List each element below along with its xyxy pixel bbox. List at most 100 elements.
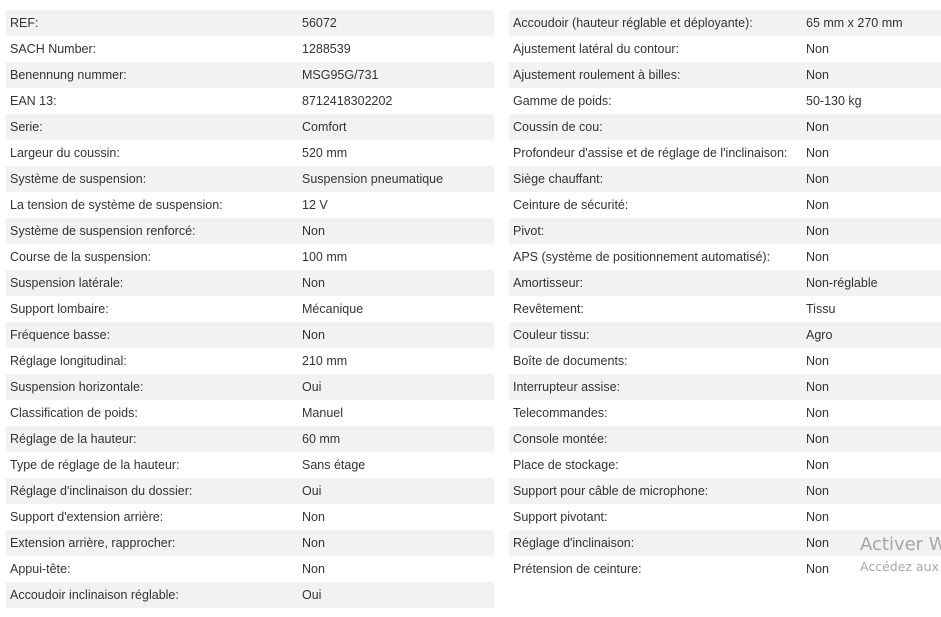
spec-row: Revêtement: Tissu (509, 296, 941, 322)
spec-value: Non (806, 510, 829, 524)
spec-row: Support d'extension arrière: Non (6, 504, 494, 530)
spec-row: Système de suspension: Suspension pneumat… (6, 166, 494, 192)
spec-value: 210 mm (302, 354, 348, 368)
spec-value: Non (806, 172, 829, 186)
spec-label: Siège chauffant: (513, 172, 604, 186)
spec-label: Benennung nummer: (10, 68, 127, 82)
spec-row: Support lombaire: Mécanique (6, 296, 494, 322)
spec-label: Type de réglage de la hauteur: (10, 458, 180, 472)
spec-value: Non (806, 198, 829, 212)
spec-label: Extension arrière, rapprocher: (10, 536, 176, 550)
spec-label: APS (système de positionnement automatis… (513, 250, 771, 264)
spec-value: 8712418302202 (302, 94, 393, 108)
spec-row: Serie: Comfort (6, 114, 494, 140)
spec-label: Interrupteur assise: (513, 380, 620, 394)
spec-value: 50-130 kg (806, 94, 862, 108)
spec-label: Système de suspension: (10, 172, 147, 186)
spec-row: Profondeur d'assise et de réglage de l'i… (509, 140, 941, 166)
spec-value: Non (806, 432, 829, 446)
spec-label: Console montée: (513, 432, 608, 446)
spec-row: Couleur tissu: Agro (509, 322, 941, 348)
spec-label: Support pour câble de microphone: (513, 484, 709, 498)
windows-activation-watermark-title: Activer W (860, 534, 941, 555)
spec-label: REF: (10, 16, 39, 30)
spec-row: Fréquence basse: Non (6, 322, 494, 348)
spec-value: 56072 (302, 16, 337, 30)
spec-row: Réglage d'inclinaison: Non (509, 530, 941, 556)
spec-label: Fréquence basse: (10, 328, 111, 342)
spec-row: Ceinture de sécurité: Non (509, 192, 941, 218)
specs-table-left: REF: 56072 SACH Number: 1288539 Benennung nu… (6, 10, 494, 608)
spec-value: Suspension pneumatique (302, 172, 444, 186)
spec-label: Telecommandes: (513, 406, 608, 420)
spec-label: Profondeur d'assise et de réglage de l'i… (513, 146, 788, 160)
windows-activation-watermark-subtitle: Accédez aux (860, 559, 939, 574)
spec-label: Classification de poids: (10, 406, 138, 420)
spec-value: 65 mm x 270 mm (806, 16, 903, 30)
spec-value: Non (806, 120, 829, 134)
spec-value: Sans étage (302, 458, 366, 472)
spec-row: REF: 56072 (6, 10, 494, 36)
spec-row: Suspension horizontale: Oui (6, 374, 494, 400)
spec-value: Oui (302, 484, 322, 498)
spec-row: Prétension de ceinture: Non (509, 556, 941, 582)
spec-label: Ceinture de sécurité: (513, 198, 629, 212)
spec-label: Réglage d'inclinaison du dossier: (10, 484, 193, 498)
spec-row: Support pour câble de microphone: Non (509, 478, 941, 504)
spec-row: Boîte de documents: Non (509, 348, 941, 374)
spec-value: Non (806, 68, 829, 82)
spec-row: Benennung nummer: MSG95G/731 (6, 62, 494, 88)
spec-value: Non (806, 42, 829, 56)
spec-label: Suspension latérale: (10, 276, 124, 290)
spec-row: Type de réglage de la hauteur: Sans étage (6, 452, 494, 478)
spec-row: Place de stockage: Non (509, 452, 941, 478)
spec-value: Non (806, 484, 829, 498)
spec-value: 1288539 (302, 42, 351, 56)
spec-label: Réglage longitudinal: (10, 354, 127, 368)
spec-value: Non (806, 406, 829, 420)
spec-row: SACH Number: 1288539 (6, 36, 494, 62)
spec-label: Boîte de documents: (513, 354, 628, 368)
spec-row: Largeur du coussin: 520 mm (6, 140, 494, 166)
spec-row: Accoudoir (hauteur réglable et déployant… (509, 10, 941, 36)
spec-value: Non (302, 224, 325, 238)
spec-label: Réglage de la hauteur: (10, 432, 137, 446)
spec-row: APS (système de positionnement automatis… (509, 244, 941, 270)
spec-row: Système de suspension renforcé: Non (6, 218, 494, 244)
spec-label: Accoudoir (hauteur réglable et déployant… (513, 16, 753, 30)
spec-label: Réglage d'inclinaison: (513, 536, 635, 550)
spec-value: Non (302, 536, 325, 550)
spec-value: Non-réglable (806, 276, 878, 290)
spec-row: Console montée: Non (509, 426, 941, 452)
spec-value: Comfort (302, 120, 347, 134)
spec-label: Gamme de poids: (513, 94, 612, 108)
spec-label: Support pivotant: (513, 510, 608, 524)
spec-value: Non (806, 458, 829, 472)
spec-value: Non (806, 380, 829, 394)
spec-label: Course de la suspension: (10, 250, 152, 264)
spec-value: Non (806, 146, 829, 160)
spec-row: Suspension latérale: Non (6, 270, 494, 296)
spec-value: Oui (302, 380, 322, 394)
spec-row: Classification de poids: Manuel (6, 400, 494, 426)
spec-row: La tension de système de suspension: 12 V (6, 192, 494, 218)
spec-label: SACH Number: (10, 42, 97, 56)
spec-label: Système de suspension renforcé: (10, 224, 196, 238)
spec-label: Ajustement roulement à billes: (513, 68, 681, 82)
spec-label: Revêtement: (513, 302, 584, 316)
spec-value: 520 mm (302, 146, 348, 160)
spec-label: Largeur du coussin: (10, 146, 120, 160)
spec-value: Oui (302, 588, 322, 602)
spec-row: Ajustement roulement à billes: Non (509, 62, 941, 88)
spec-value: MSG95G/731 (302, 68, 379, 82)
spec-row: Accoudoir inclinaison réglable: Oui (6, 582, 494, 608)
spec-value: Agro (806, 328, 833, 342)
spec-value: Non (806, 224, 829, 238)
spec-value: 12 V (302, 198, 328, 212)
spec-value: Non (302, 276, 325, 290)
spec-value: Non (302, 510, 325, 524)
spec-row: Course de la suspension: 100 mm (6, 244, 494, 270)
spec-value: Tissu (806, 302, 836, 316)
spec-value: Mécanique (302, 302, 364, 316)
spec-value: Non (302, 328, 325, 342)
